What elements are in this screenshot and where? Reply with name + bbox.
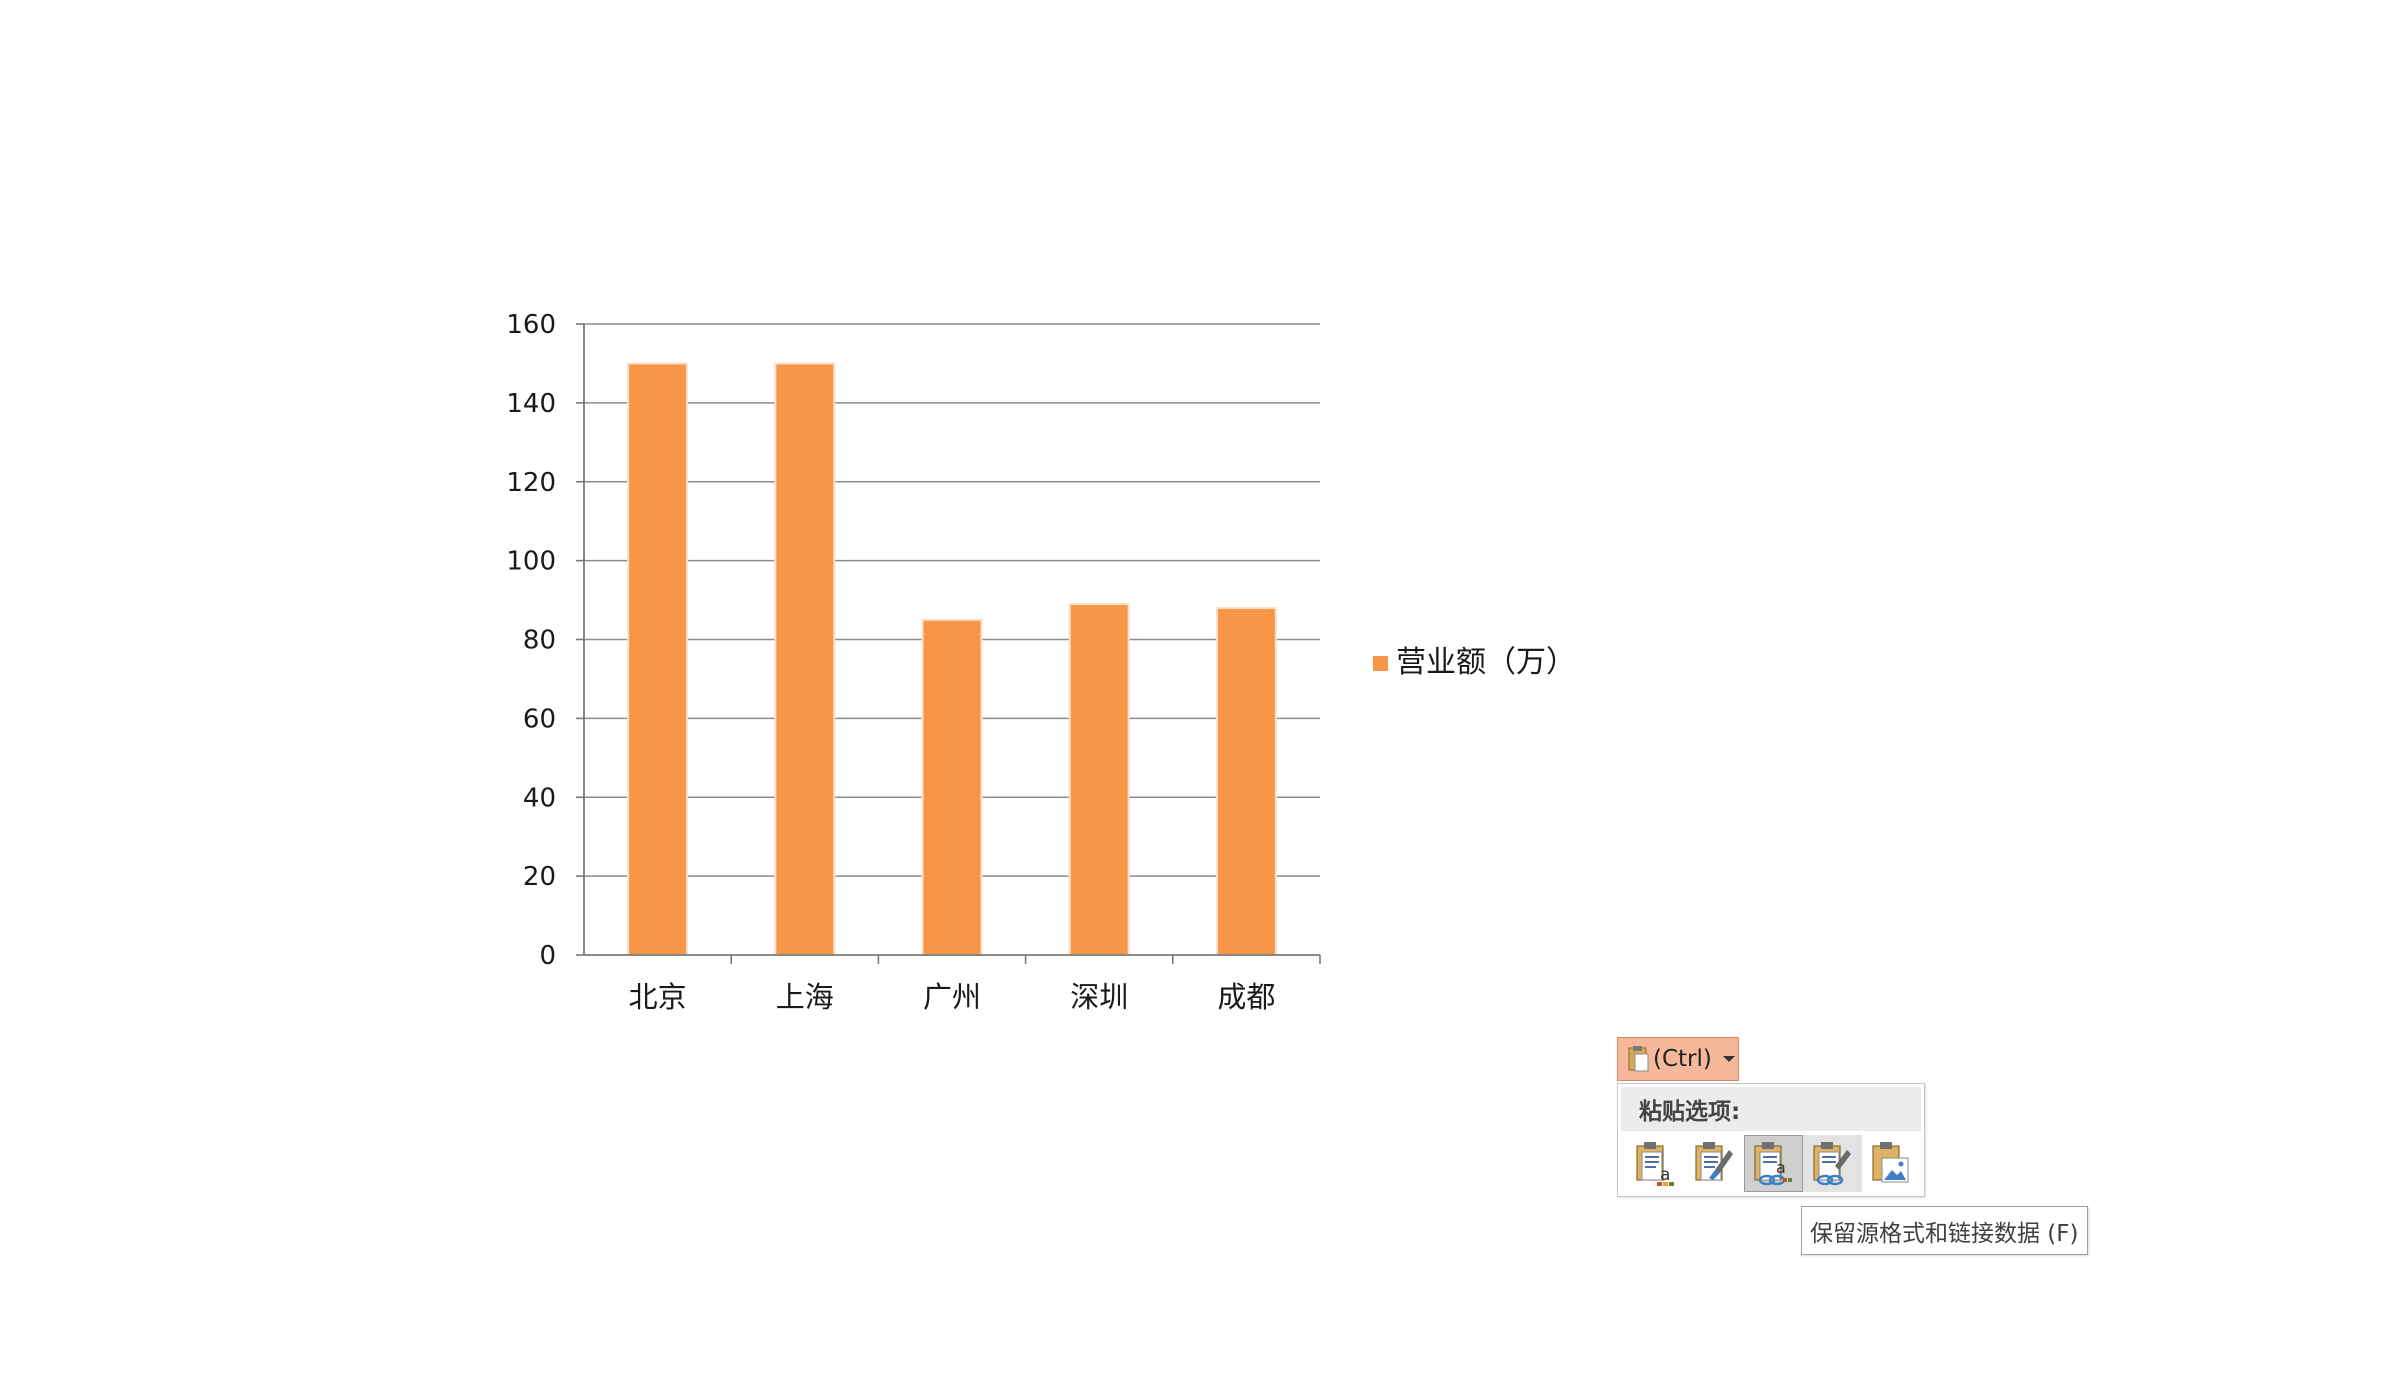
y-tick-label: 140	[506, 389, 556, 419]
y-axis-tick-labels: 0 20 40 60 80 100 120 140 160	[506, 310, 556, 971]
ctrl-label: (Ctrl)	[1653, 1046, 1712, 1072]
x-category-label: 深圳	[1070, 980, 1128, 1014]
keep-source-formatting-link-icon: a	[1753, 1141, 1792, 1185]
legend: 营业额（万）	[1373, 645, 1576, 680]
keep-source-formatting-link-button[interactable]: a	[1744, 1135, 1803, 1192]
axes	[576, 323, 1321, 964]
chevron-down-icon[interactable]	[1722, 1056, 1735, 1062]
keep-source-formatting-embed-button[interactable]: a	[1626, 1135, 1685, 1192]
legend-swatch	[1373, 656, 1388, 671]
bar[interactable]	[774, 362, 836, 956]
bar[interactable]	[627, 362, 689, 956]
bar[interactable]	[1215, 606, 1277, 956]
bars	[627, 362, 1277, 956]
y-tick-label: 100	[506, 547, 556, 577]
x-category-label: 上海	[776, 980, 834, 1014]
paste-options-panel: 粘贴选项: a	[1617, 1083, 1925, 1197]
y-tick-label: 40	[523, 783, 556, 813]
x-category-label: 北京	[629, 980, 687, 1014]
y-tick-label: 80	[523, 626, 556, 656]
x-category-label: 广州	[923, 980, 981, 1014]
paste-option-tooltip: 保留源格式和链接数据 (F)	[1801, 1206, 2088, 1255]
x-category-label: 成都	[1217, 980, 1275, 1014]
clipboard-icon	[1628, 1046, 1649, 1072]
legend-label: 营业额（万）	[1396, 645, 1576, 680]
use-destination-theme-link-button[interactable]	[1803, 1135, 1862, 1192]
use-destination-theme-embed-icon	[1694, 1141, 1733, 1181]
paste-as-picture-icon	[1871, 1141, 1908, 1182]
paste-options-title: 粘贴选项:	[1639, 1099, 1741, 1125]
y-tick-label: 160	[506, 310, 556, 340]
paste-as-picture-button[interactable]	[1862, 1135, 1921, 1192]
y-tick-label: 0	[539, 941, 556, 971]
y-tick-label: 60	[523, 704, 556, 734]
bar[interactable]	[1068, 603, 1130, 956]
keep-source-formatting-embed-icon: a	[1635, 1141, 1674, 1186]
bar[interactable]	[921, 618, 983, 956]
y-tick-label: 120	[506, 468, 556, 498]
y-tick-label: 20	[523, 862, 556, 892]
x-axis-category-labels: 北京 上海 广州 深圳 成都	[629, 980, 1276, 1014]
paste-options-header: 粘贴选项:	[1621, 1087, 1921, 1131]
svg-text:a: a	[1776, 1158, 1786, 1177]
tooltip-text: 保留源格式和链接数据 (F)	[1810, 1220, 2079, 1247]
paste-options-ctrl-button[interactable]: (Ctrl)	[1617, 1037, 1739, 1081]
use-destination-theme-link-icon	[1812, 1141, 1851, 1185]
svg-text:a: a	[1660, 1165, 1670, 1185]
use-destination-theme-embed-button[interactable]	[1685, 1135, 1744, 1192]
paste-options-icons: a	[1626, 1135, 1921, 1192]
